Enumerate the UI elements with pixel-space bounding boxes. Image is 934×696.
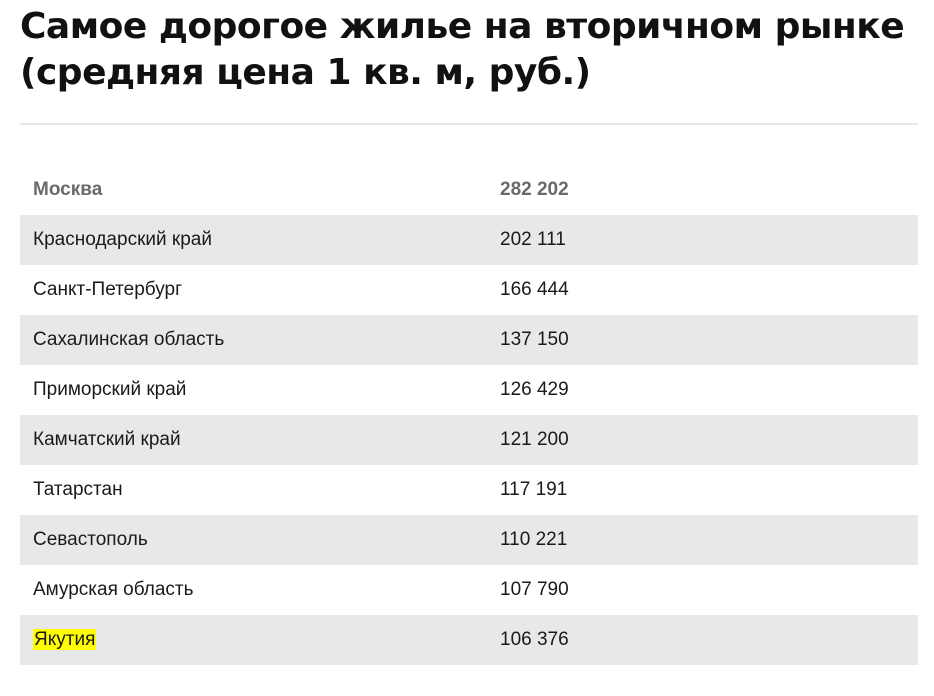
price-cell: 166 444 (500, 279, 569, 300)
title-divider (20, 123, 918, 125)
price-cell: 137 150 (500, 329, 569, 350)
price-table: Москва 282 202 Краснодарский край 202 11… (20, 165, 918, 665)
price-cell: 126 429 (500, 379, 569, 400)
region-cell: Сахалинская область (33, 329, 225, 350)
price-cell: 202 111 (500, 229, 566, 250)
price-cell: 282 202 (500, 179, 569, 200)
region-cell: Севастополь (33, 529, 148, 550)
region-cell: Санкт-Петербург (33, 279, 183, 300)
region-cell: Краснодарский край (33, 229, 212, 250)
table-row: Татарстан 117 191 (20, 465, 918, 515)
region-cell: Камчатский край (33, 429, 181, 450)
table-row: Санкт-Петербург 166 444 (20, 265, 918, 315)
region-cell: Москва (33, 179, 103, 200)
title-line-2: (средняя цена 1 кв. м, руб.) (20, 52, 591, 93)
table-row: Сахалинская область 137 150 (20, 315, 918, 365)
table-row: Севастополь 110 221 (20, 515, 918, 565)
table-row: Краснодарский край 202 111 (20, 215, 918, 265)
price-cell: 117 191 (500, 479, 568, 500)
region-cell: Татарстан (33, 479, 123, 500)
page-title: Самое дорогое жилье на вторичном рынке (… (20, 4, 920, 96)
price-cell: 110 221 (500, 529, 568, 550)
title-line-1: Самое дорогое жилье на вторичном рынке (20, 6, 905, 47)
price-cell: 107 790 (500, 579, 569, 600)
region-cell: Якутия (20, 629, 500, 651)
region-cell: Приморский край (33, 379, 187, 400)
region-cell: Амурская область (33, 579, 194, 600)
price-cell: 106 376 (500, 629, 569, 650)
table-row-highlighted: Якутия 106 376 (20, 615, 918, 665)
table-row: Приморский край 126 429 (20, 365, 918, 415)
highlighted-region-label: Якутия (33, 629, 97, 650)
table-row: Амурская область 107 790 (20, 565, 918, 615)
price-cell: 121 200 (500, 429, 569, 450)
table-row: Камчатский край 121 200 (20, 415, 918, 465)
table-header-row: Москва 282 202 (20, 165, 918, 215)
